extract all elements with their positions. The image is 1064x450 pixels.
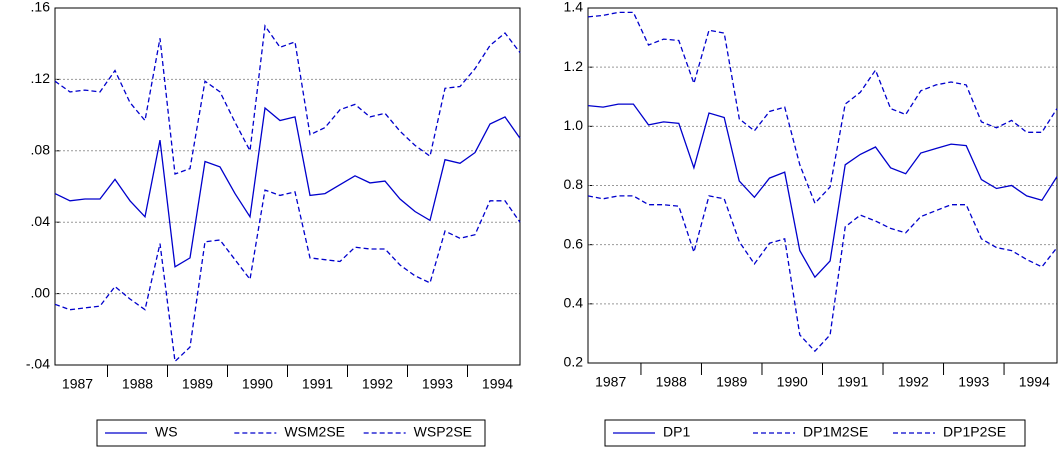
y-tick-label: 1.2 [564,58,584,74]
legend-label: WSP2SE [414,424,472,440]
legend-label: DP1P2SE [943,424,1006,440]
y-tick-label: .04 [31,213,51,229]
plot-frame [587,7,1058,364]
legend-box [604,419,1026,447]
x-tick-label: 1990 [242,376,273,392]
y-tick-label: 1.0 [564,117,584,133]
x-tick-label: 1994 [1019,374,1050,390]
y-tick-label: 0.6 [564,235,584,251]
y-tick-label: .08 [31,142,51,158]
x-tick-label: 1992 [898,374,929,390]
x-tick-label: 1989 [182,376,213,392]
y-tick-label: 1.4 [564,0,584,15]
x-tick-label: 1993 [422,376,453,392]
x-tick-label: 1987 [62,376,93,392]
y-tick-label: .12 [31,70,51,86]
x-tick-label: 1991 [837,374,868,390]
x-tick-label: 1992 [362,376,393,392]
x-tick-label: 1990 [777,374,808,390]
x-tick-label: 1989 [716,374,747,390]
legend-label: DP1 [663,424,690,440]
plot-frame [54,7,521,366]
x-tick-label: 1994 [482,376,513,392]
x-tick-label: 1988 [122,376,153,392]
legend-label: DP1M2SE [803,424,868,440]
legend-label: WSM2SE [284,424,345,440]
x-tick-label: 1993 [958,374,989,390]
series-line [587,103,1058,279]
series-line [54,106,521,268]
y-tick-label: .16 [31,0,51,15]
legend-label: WS [155,424,178,440]
y-tick-label: -.04 [26,356,50,372]
series-line [587,195,1058,353]
y-tick-label: 0.2 [564,354,584,370]
legend-box [96,419,486,447]
x-tick-label: 1991 [302,376,333,392]
series-line [54,189,521,363]
y-tick-label: .00 [31,284,51,300]
x-tick-label: 1988 [656,374,687,390]
y-tick-label: 0.4 [564,295,584,311]
series-line [587,11,1058,205]
x-tick-label: 1987 [595,374,626,390]
series-line [54,24,521,175]
y-tick-label: 0.8 [564,176,584,192]
